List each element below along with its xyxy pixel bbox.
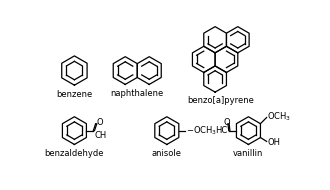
Text: CH: CH bbox=[94, 131, 106, 140]
Text: HC: HC bbox=[215, 126, 227, 135]
Text: O: O bbox=[96, 118, 103, 127]
Text: benzene: benzene bbox=[56, 90, 92, 99]
Text: OH: OH bbox=[267, 138, 280, 147]
Text: $\mathdefault{OCH_3}$: $\mathdefault{OCH_3}$ bbox=[267, 111, 291, 123]
Text: $\mathdefault{-OCH_3}$: $\mathdefault{-OCH_3}$ bbox=[186, 124, 217, 137]
Text: benzaldehyde: benzaldehyde bbox=[45, 149, 104, 158]
Text: vanillin: vanillin bbox=[233, 149, 264, 158]
Text: O: O bbox=[224, 118, 230, 127]
Text: anisole: anisole bbox=[152, 149, 182, 158]
Text: naphthalene: naphthalene bbox=[111, 89, 164, 98]
Text: benzo[a]pyrene: benzo[a]pyrene bbox=[187, 96, 254, 105]
